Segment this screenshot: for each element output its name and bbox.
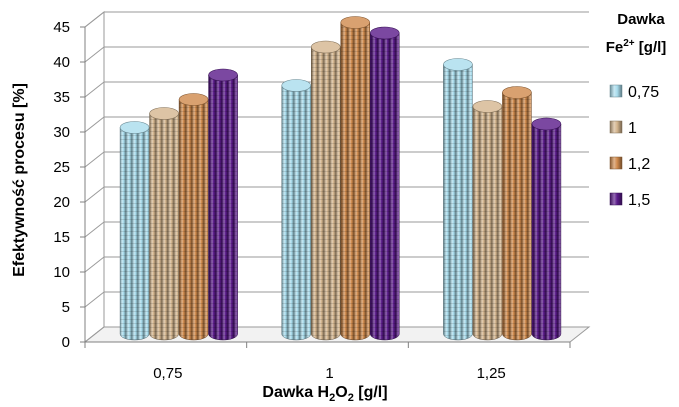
x-tick-label: 1 <box>325 365 333 382</box>
legend-label: 1,5 <box>628 192 650 209</box>
x-tick-labels: 0,75 1 1,25 <box>153 365 506 382</box>
gridline <box>84 256 105 273</box>
bar <box>208 68 238 341</box>
bar <box>149 107 179 341</box>
gridline <box>84 11 105 28</box>
y-tick-label: 35 <box>53 89 70 106</box>
legend: Dawka Fe2+ [g/l] 0,75 1 1,2 1,5 <box>606 11 667 209</box>
gridline <box>84 46 105 63</box>
legend-item: 1 <box>609 120 637 137</box>
y-tick-label: 30 <box>53 124 70 141</box>
legend-label: 0,75 <box>628 84 659 101</box>
gridline <box>84 151 105 168</box>
legend-item: 1,2 <box>609 156 650 173</box>
gridline <box>84 291 105 308</box>
gridline <box>84 186 105 203</box>
bar <box>310 40 341 341</box>
y-tick-label: 40 <box>53 54 70 71</box>
legend-swatch <box>609 192 623 206</box>
y-tick-label: 10 <box>53 264 70 281</box>
x-tick-label: 1,25 <box>477 365 506 382</box>
x-tick-label: 0,75 <box>153 365 182 382</box>
bar <box>531 117 562 341</box>
bar <box>340 16 371 341</box>
legend-swatch <box>609 120 623 134</box>
gridline <box>84 221 105 238</box>
bar <box>502 86 532 341</box>
y-tick-label: 5 <box>62 299 70 316</box>
bars <box>119 16 562 341</box>
legend-label: 1 <box>628 120 637 137</box>
legend-item: 1,5 <box>609 192 650 209</box>
axes <box>80 26 571 348</box>
x-axis-title: Dawka H2O2 [g/l] <box>262 384 387 404</box>
bar <box>119 121 150 341</box>
y-tick-label: 0 <box>62 334 70 351</box>
bar <box>369 26 400 341</box>
legend-item: 0,75 <box>609 84 659 101</box>
y-tick-label: 25 <box>53 159 70 176</box>
bar <box>281 79 312 341</box>
y-tick-labels: 0 5 10 15 20 25 30 35 40 45 <box>53 19 70 351</box>
gridline <box>84 326 105 343</box>
bar <box>472 100 503 341</box>
bar <box>443 58 473 341</box>
legend-title-line1: Dawka <box>617 11 665 28</box>
legend-title-line2: Fe2+ [g/l] <box>606 38 667 56</box>
gridline <box>84 116 105 133</box>
y-tick-label: 15 <box>53 229 70 246</box>
y-axis-title: Efektywność procesu [%] <box>11 83 28 277</box>
y-tick-label: 20 <box>53 194 70 211</box>
legend-swatch <box>609 84 623 98</box>
legend-label: 1,2 <box>628 156 650 173</box>
bar <box>178 93 209 341</box>
y-tick-label: 45 <box>53 19 70 36</box>
legend-swatch <box>609 156 623 170</box>
gridline <box>84 81 105 98</box>
